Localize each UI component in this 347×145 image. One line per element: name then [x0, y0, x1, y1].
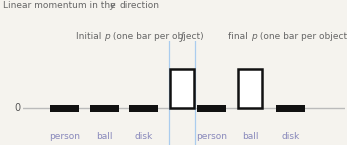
Text: Linear momentum in the: Linear momentum in the: [3, 1, 119, 10]
Text: y: y: [109, 1, 115, 10]
Text: Initial: Initial: [76, 32, 104, 41]
Text: J: J: [181, 32, 184, 42]
Text: ball: ball: [242, 132, 258, 141]
Text: (one bar per object): (one bar per object): [110, 32, 204, 41]
Text: final: final: [228, 32, 251, 41]
Text: ball: ball: [96, 132, 113, 141]
Text: p: p: [251, 32, 257, 41]
Text: disk: disk: [281, 132, 299, 141]
Text: 0: 0: [15, 104, 21, 113]
Text: (one bar per object): (one bar per object): [257, 32, 347, 41]
Text: person: person: [196, 132, 227, 141]
Bar: [50, 105, 79, 112]
Bar: [276, 105, 305, 112]
Bar: [90, 105, 119, 112]
Bar: [238, 69, 262, 108]
Text: direction: direction: [120, 1, 160, 10]
Text: disk: disk: [134, 132, 153, 141]
Bar: [197, 105, 226, 112]
Bar: [129, 105, 158, 112]
Text: p: p: [104, 32, 110, 41]
Bar: [170, 69, 194, 108]
Text: person: person: [49, 132, 80, 141]
